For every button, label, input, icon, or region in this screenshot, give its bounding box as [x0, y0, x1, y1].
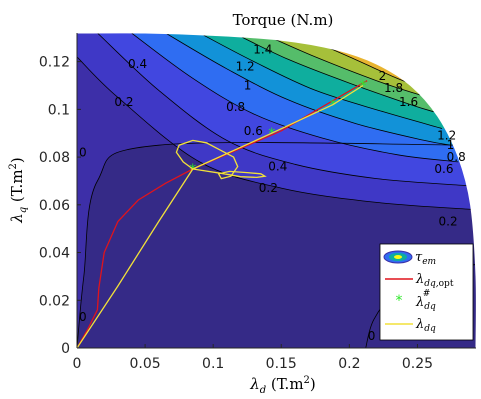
y-tick-label-2: 0.04	[39, 246, 70, 262]
y-tick-label-4: 0.08	[39, 150, 70, 166]
y-tick-label-0: 0	[61, 341, 70, 357]
svg-text:λdq: λdq	[415, 317, 436, 334]
x-ticks: 0 0.05 0.1 0.15 0.2 0.25	[73, 344, 433, 372]
x-tick-label-3: 0.15	[266, 356, 297, 372]
contour-line-1-4	[260, 33, 421, 96]
series-line-2	[77, 84, 364, 348]
svg-text:λd (T.m2): λd (T.m2)	[249, 375, 316, 396]
contour-label-19: 0	[368, 329, 376, 343]
contour-label-15: 0.8	[447, 150, 466, 164]
x-tick-label-1: 0.05	[130, 356, 161, 372]
legend-entry-lambda-hash: * λdq#	[396, 289, 437, 312]
x-tick-label-4: 0.2	[338, 356, 360, 372]
contour-label-1: 0.2	[114, 95, 133, 109]
svg-text:λq (T.m2): λq (T.m2)	[8, 157, 29, 224]
contour-label-13: 1.2	[437, 129, 456, 143]
contour-label-0: 0.4	[128, 57, 147, 71]
contour-label-18: 0	[79, 310, 87, 324]
y-tick-label-3: 0.06	[39, 198, 70, 214]
contour-label-3: 1.4	[253, 43, 272, 57]
contour-line-0	[77, 142, 472, 348]
series-star-marker-2: *	[330, 98, 337, 114]
contour-line-0-2	[77, 56, 475, 210]
contour-label-17: 0.2	[439, 215, 458, 229]
contour-line-0-6	[131, 33, 459, 163]
contour-label-9: 0.2	[259, 181, 278, 195]
svg-text:λdq,opt: λdq,opt	[415, 272, 454, 289]
chart-title: Torque (N.m)	[233, 11, 334, 29]
y-axis-label: λq (T.m2)	[8, 157, 29, 224]
contour-label-16: 0.6	[434, 162, 453, 176]
x-axis-label: λd (T.m2)	[249, 375, 316, 396]
y-tick-label-5: 0.1	[48, 102, 70, 118]
x-tick-label-0: 0	[73, 356, 82, 372]
contour-label-layer: 0.40.201.41.210.80.60.40.221.81.61.210.8…	[79, 43, 466, 343]
contour-line-0-4	[97, 33, 468, 187]
legend-star-marker: *	[396, 293, 403, 309]
legend-contour-swatch-inner	[394, 255, 402, 259]
series-star-marker-1: *	[268, 126, 275, 142]
map-boundary-line	[77, 33, 476, 348]
y-tick-label-6: 0.12	[39, 55, 70, 71]
legend-entry-lambda-dq: λdq	[385, 317, 436, 334]
y-tick-label-1: 0.02	[39, 293, 70, 309]
legend-entry-torque: τem	[383, 250, 436, 267]
legend: τem λdq,opt * λdq# λdq	[379, 243, 474, 341]
series-star-marker-3: *	[359, 79, 366, 95]
contour-label-4: 1.2	[236, 59, 255, 73]
contour-label-5: 1	[244, 79, 252, 93]
legend-entry-lambda-opt: λdq,opt	[385, 272, 454, 289]
contour-label-2: 0	[79, 145, 87, 159]
x-tick-label-2: 0.1	[202, 356, 224, 372]
x-tick-label-5: 0.25	[402, 356, 433, 372]
svg-text:λdq#: λdq#	[415, 289, 436, 312]
contour-label-11: 1.8	[384, 81, 403, 95]
contour-label-10: 2	[379, 69, 387, 83]
contour-label-7: 0.6	[244, 124, 263, 138]
axes	[76, 33, 476, 349]
svg-text:τem: τem	[415, 250, 436, 267]
contour-label-6: 0.8	[226, 100, 245, 114]
contour-label-8: 0.4	[268, 160, 287, 174]
contour-line-1-2	[233, 33, 434, 113]
contour-label-14: 1	[447, 138, 455, 152]
y-ticks: 0 0.02 0.04 0.06 0.08 0.1 0.12	[39, 55, 81, 357]
series-layer: ****	[77, 79, 368, 348]
contour-label-12: 1.6	[399, 95, 418, 109]
contour-line-1	[199, 33, 443, 129]
